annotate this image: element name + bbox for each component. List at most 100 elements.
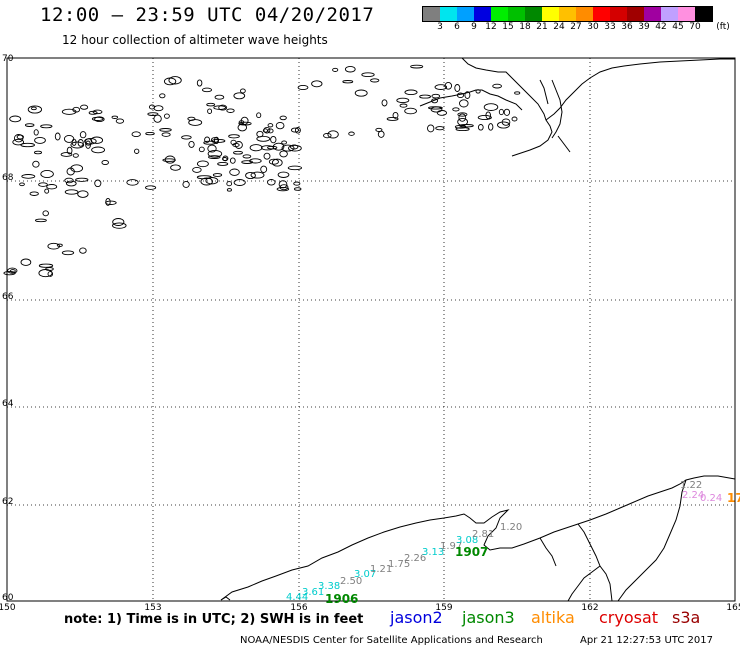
lake-outline [188,119,203,126]
lake-outline [238,121,252,126]
colorbar-label: 30 [587,22,599,32]
lake-outline [275,121,285,130]
longitude-label: 153 [144,603,161,610]
lake-outline [170,164,181,171]
swh-value: 3.13 [422,547,444,558]
lake-outline [256,112,262,119]
swh-value: 1.20 [500,522,522,533]
lake-outline [477,114,492,121]
lake-outline [9,269,16,273]
longitude-label: 156 [290,603,307,610]
note-text: note: 1) Time is in UTC; 2) SWH is in fe… [64,612,364,627]
colorbar-label: 27 [570,22,582,32]
lake-outline [72,153,79,158]
lake-outline [42,210,49,217]
lake-outline [85,140,91,149]
lake-outline [232,142,240,148]
lake-outline [207,108,213,114]
colorbar-label: 21 [536,22,548,32]
colorbar-labels: 3 6 9 12 15 18 21 24 27 30 33 36 39 42 45 70 (ft) [422,22,740,34]
colorbar-swatch [423,7,440,21]
lake-outline [19,182,25,187]
colorbar-swatch [678,7,695,21]
lake-outline [33,150,43,155]
swh-value: 1.22 [680,480,702,491]
timestamp-text: Apr 21 12:27:53 UTC 2017 [580,635,713,646]
lake-outline [213,105,227,110]
colorbar-swatch [559,7,576,21]
lake-outline [45,267,54,271]
lake-outline [419,94,432,99]
lake-outline [281,140,287,145]
lake-outline [226,108,235,113]
lake-outline [192,166,202,173]
lake-outline [277,171,290,178]
lake-outline [452,107,460,112]
swh-value: 2.81 [472,529,494,540]
lake-outline [134,148,140,154]
swh-value: 3.08 [456,535,478,546]
lake-outline [34,136,46,144]
lake-outline [64,189,79,195]
lake-outline [511,116,518,122]
colorbar-label: 3 [437,22,443,32]
lake-outline [70,141,85,149]
lake-outline [79,131,87,139]
lake-outline [126,179,139,186]
lake-outline [24,123,35,127]
lake-outline [404,89,418,96]
latitude-label: 60 [2,593,14,603]
lake-outline [323,132,332,139]
lake-outline [431,98,439,104]
lake-outline [370,78,380,83]
lake-outline [270,135,277,144]
lake-outline [145,185,157,190]
lake-outline [410,64,424,69]
lake-outline [145,131,155,136]
coastline-segment [557,135,571,153]
pass-number: 17 [727,491,740,505]
lake-outline [297,84,309,91]
lake-outline [115,118,125,124]
lake-outline [222,157,228,161]
lake-outline [64,177,74,184]
lake-outline [153,105,164,112]
lake-outline [279,115,287,121]
colorbar-swatch [474,7,491,21]
lake-outline [386,116,399,121]
swh-value: 2.26 [404,553,426,564]
colorbar-swatch [695,7,712,21]
lake-outline [212,173,223,177]
lake-outline [90,136,104,144]
lake-outline [332,67,339,72]
lake-outline [263,126,271,134]
lake-outline [105,197,111,206]
lake-outline [63,134,75,143]
lake-outline [153,114,162,123]
coastline-segment [220,475,736,601]
colorbar-label: 70 [689,22,701,32]
swh-value: 4.44 [286,592,308,603]
latitude-label: 64 [2,399,14,409]
lake-outline [276,186,290,192]
lake-outline [40,169,54,179]
colorbar-label: 9 [471,22,477,32]
swh-value: 3.61 [302,587,324,598]
lake-outline [112,218,125,226]
lake-outline [475,89,481,94]
lake-outline [163,77,177,86]
lake-outline [201,87,213,93]
lake-outline [208,155,221,159]
graticule [7,58,735,601]
lake-outline [54,132,61,141]
lake-outline [293,187,302,191]
lake-outline [268,158,279,165]
colorbar-label: 12 [485,22,497,32]
lake-outline [245,171,256,180]
lake-outline [435,126,445,131]
colorbar-label: 6 [454,22,460,32]
coastline-segment [577,523,613,602]
lake-outline [288,144,302,152]
lake-outline [161,132,171,137]
lake-outline [196,175,212,180]
